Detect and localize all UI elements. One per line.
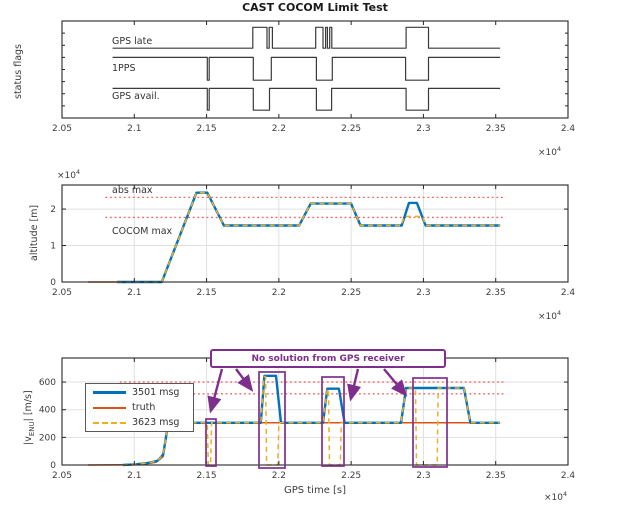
y-tick-label: 2 [50, 205, 56, 215]
x-tick-label: 2.25 [341, 288, 361, 298]
status-flags-plot: 2.05 2.1 2.15 2.2 2.25 2.3 2.35 2.4 [52, 20, 576, 134]
y-tick-label: 600 [39, 378, 56, 388]
x-tick-label: 2.15 [197, 471, 217, 481]
series-msg-3623 [116, 191, 501, 283]
x-tick-label: 2.05 [52, 124, 72, 134]
gps-outage-box [205, 418, 217, 467]
y-tick-label: 400 [39, 406, 56, 416]
legend-entry-truth: truth [86, 402, 193, 413]
annotation-arrow [347, 368, 362, 402]
legend-entry-3623: 3623 msg [86, 417, 193, 428]
y-tick-label: 0 [50, 278, 56, 288]
figure-title: CAST COCOM Limit Test [242, 1, 388, 14]
gps-outage-box [412, 377, 448, 468]
legend-label-3501: 3501 msg [132, 387, 180, 398]
status-flags-ylabel: status flags [13, 44, 24, 99]
series-one-pps [112, 56, 501, 81]
x-tick-label: 2.3 [416, 124, 430, 134]
x-tick-label: 2.2 [272, 124, 286, 134]
altitude-ylabel: altitude [m] [29, 204, 40, 261]
signal-label-gps-late: GPS late [112, 36, 153, 47]
x-axis-label: GPS time [s] [283, 485, 347, 496]
legend-line-3501 [93, 391, 126, 394]
legend-line-3623 [93, 421, 126, 424]
ylabel-post: | [m/s] [23, 390, 34, 422]
axes-border [61, 184, 569, 283]
x-tick-label: 2.3 [416, 288, 430, 298]
x-tick-label: 2.35 [486, 288, 506, 298]
velocity-ylabel: |vENU| [m/s] [23, 390, 36, 445]
annotation-arrow [235, 368, 254, 392]
x-tick-label: 2.4 [561, 124, 576, 134]
x-tick-label: 2.2 [272, 288, 286, 298]
x-tick-label: 2.05 [52, 471, 72, 481]
x-tick-label: 2.4 [561, 288, 576, 298]
y-tick-label: 200 [39, 433, 56, 443]
y-tick-label: 1 [50, 242, 56, 252]
x-tick-label: 2.25 [341, 471, 361, 481]
x-tick-label: 2.15 [197, 288, 217, 298]
series-truth [88, 191, 501, 283]
legend: 3501 msg truth 3623 msg [85, 383, 194, 432]
gps-outage-box [258, 371, 286, 469]
x-tick-label: 2.1 [127, 124, 141, 134]
cocom-max-label: COCOM max [112, 226, 173, 237]
x-tick-label: 2.4 [561, 471, 576, 481]
exponent-label-mid-y: ×104 [57, 168, 81, 181]
legend-entry-3501: 3501 msg [86, 387, 193, 398]
exponent-label-bottom: ×104 [544, 490, 568, 503]
annotation-arrow [207, 368, 224, 414]
legend-label-truth: truth [132, 402, 156, 413]
exponent-label-mid-x: ×104 [538, 309, 562, 322]
series-msg-3501 [116, 191, 501, 284]
velocity-plot: 2.05 2.1 2.15 2.2 2.25 2.3 2.35 2.4 0 200 400 600 [39, 357, 576, 481]
altitude-plot: 2.05 2.1 2.15 2.2 2.25 2.3 2.35 2.4 0 1 2 [50, 184, 576, 298]
gps-outage-box [321, 376, 345, 467]
x-tick-label: 2.1 [127, 288, 141, 298]
x-tick-label: 2.2 [272, 471, 286, 481]
annotation-arrow [383, 368, 408, 397]
y-tick-label: 0 [50, 461, 56, 471]
legend-line-truth [93, 406, 126, 409]
x-tick-label: 2.35 [486, 471, 506, 481]
x-tick-label: 2.1 [127, 471, 141, 481]
x-tick-label: 2.05 [52, 288, 72, 298]
ylabel-pre: |v [23, 436, 34, 445]
signal-label-gps-avail: GPS avail. [112, 91, 160, 102]
x-tick-label: 2.3 [416, 471, 430, 481]
annotation-text: No solution from GPS receiver [251, 353, 405, 364]
x-tick-label: 2.35 [486, 124, 506, 134]
x-tick-label: 2.15 [197, 124, 217, 134]
series-gps-avail [112, 87, 501, 111]
ylabel-sub: ENU [27, 421, 36, 437]
x-tick-label: 2.25 [341, 124, 361, 134]
series-gps-late [112, 26, 501, 49]
no-solution-annotation: No solution from GPS receiver [210, 349, 446, 368]
abs-max-label: abs max [112, 185, 153, 196]
exponent-label-top: ×104 [538, 145, 562, 158]
legend-label-3623: 3623 msg [132, 417, 180, 428]
signal-label-1pps: 1PPS [112, 63, 136, 74]
